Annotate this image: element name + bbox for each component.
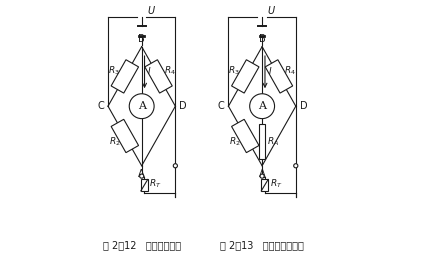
Text: D: D (299, 101, 307, 111)
Text: A: A (258, 169, 265, 179)
Polygon shape (144, 60, 172, 93)
Bar (258, 124, 265, 159)
Circle shape (259, 174, 264, 178)
Text: D: D (179, 101, 187, 111)
Text: $R_T$: $R_T$ (269, 178, 282, 190)
Text: 图 2－12   平衡电桥原理: 图 2－12 平衡电桥原理 (102, 240, 180, 250)
Text: $R_3$: $R_3$ (227, 64, 239, 77)
Circle shape (129, 94, 154, 119)
Text: $R_T$: $R_T$ (149, 178, 162, 190)
Text: C: C (217, 101, 224, 111)
Polygon shape (264, 60, 292, 93)
Text: $R_3$: $R_3$ (108, 64, 119, 77)
Text: $R_4$: $R_4$ (163, 64, 175, 77)
Text: B: B (138, 33, 145, 44)
Text: C: C (97, 101, 104, 111)
Text: B: B (258, 33, 265, 44)
Polygon shape (111, 119, 138, 153)
Text: $I$: $I$ (267, 65, 271, 76)
Text: $U$: $U$ (267, 4, 276, 16)
Circle shape (173, 164, 177, 168)
Bar (261, 179, 267, 191)
Text: $I$: $I$ (147, 65, 151, 76)
Text: A: A (258, 101, 265, 111)
Polygon shape (111, 60, 138, 93)
Text: $R_2$: $R_2$ (229, 135, 240, 148)
Text: A: A (137, 101, 145, 111)
Circle shape (293, 164, 297, 168)
Text: A: A (138, 169, 144, 179)
Text: $R_2$: $R_2$ (108, 135, 120, 148)
Bar (141, 179, 147, 191)
Text: 图 2－13   不平衡电桥原理: 图 2－13 不平衡电桥原理 (220, 240, 303, 250)
Circle shape (249, 94, 274, 119)
Text: $U$: $U$ (147, 4, 156, 16)
Text: $R_4$: $R_4$ (284, 64, 295, 77)
Text: $R_A$: $R_A$ (267, 135, 279, 148)
Circle shape (139, 174, 144, 178)
Polygon shape (231, 60, 258, 93)
Polygon shape (231, 119, 258, 153)
